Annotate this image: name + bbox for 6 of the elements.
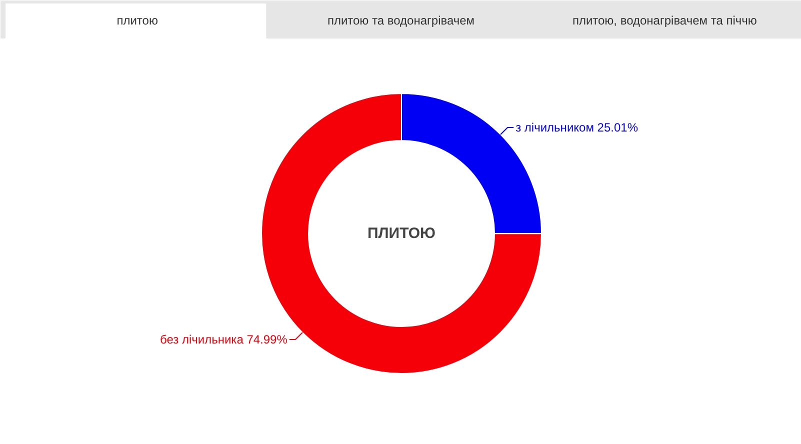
slice-label: без лічильника 74.99% [160,332,288,347]
text: плитою [116,14,158,28]
text: плитою, водонагрівачем та піччю [572,14,757,28]
text: плитою та водонагрівачем [327,14,475,28]
slice-label: з лічильником 25.01% [516,120,638,134]
text: ПЛИТОЮ [367,225,436,242]
